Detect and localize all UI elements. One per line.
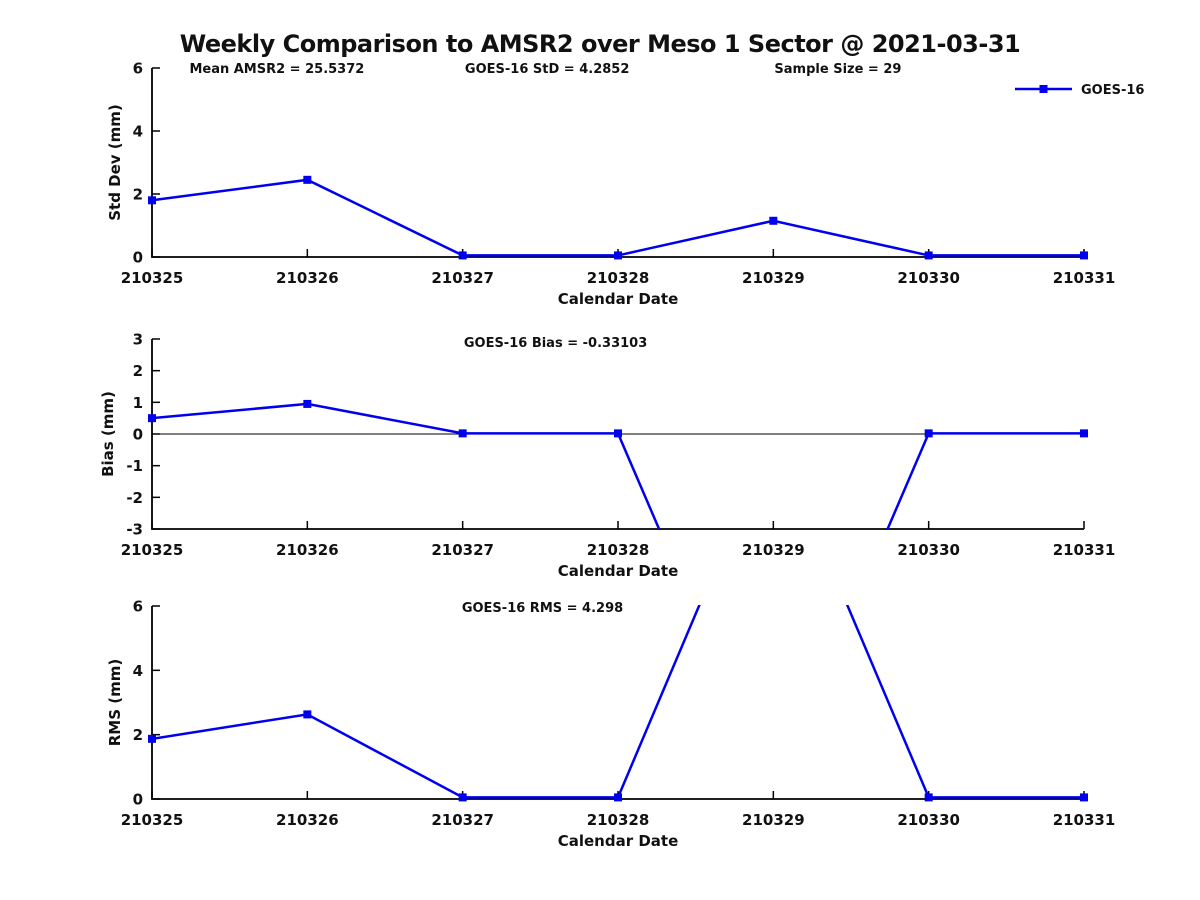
data-marker — [1080, 251, 1088, 260]
std-dev-chart: 0 2 4 6 210325 210326 210327 210328 210329 210330… — [106, 60, 1144, 309]
annotation-text: GOES-16 Bias = -0.33103 — [464, 336, 647, 351]
data-marker — [614, 793, 622, 802]
x-tick-label: 210329 — [742, 811, 805, 829]
y-tick-label: 3 — [133, 331, 143, 349]
x-tick-label: 210331 — [1053, 269, 1116, 287]
y-axis-label: Bias (mm) — [99, 391, 117, 477]
annotation-text: Mean AMSR2 = 25.5372 — [189, 62, 364, 77]
y-tick-label: 0 — [133, 791, 143, 809]
data-marker — [303, 399, 312, 408]
x-axis-label: Calendar Date — [558, 832, 679, 850]
y-tick-label: 0 — [133, 426, 143, 444]
y-tick-label: 4 — [133, 123, 143, 141]
rms-chart: 0 2 4 6 210325 210326 210327 210328 210329 210330… — [106, 598, 1116, 851]
x-tick-label: 210328 — [587, 541, 650, 559]
data-line — [152, 402, 1084, 530]
axis-lines — [151, 68, 1084, 258]
x-tick-label: 210327 — [431, 811, 494, 829]
bias-chart: -3 -2 -1 0 1 2 3 210325 210326 210327 210328 210329… — [99, 331, 1116, 581]
x-tick-label: 210330 — [897, 541, 960, 559]
x-tick-label: 210329 — [742, 269, 805, 287]
legend: GOES-16 — [1015, 83, 1144, 98]
data-marker — [1080, 429, 1088, 438]
y-tick-label: 0 — [133, 249, 143, 267]
x-tick-label: 210330 — [897, 269, 960, 287]
y-tick-label: -1 — [126, 457, 143, 475]
y-tick-label: -3 — [126, 521, 143, 539]
data-marker — [148, 414, 156, 423]
y-tick-label: -2 — [126, 489, 143, 507]
y-tick-label: 2 — [133, 726, 143, 744]
axis-lines — [151, 606, 1084, 800]
data-line — [152, 178, 1084, 257]
x-tick-label: 210331 — [1053, 811, 1116, 829]
x-tick-label: 210325 — [121, 811, 184, 829]
data-marker — [148, 196, 156, 205]
annotation-text: GOES-16 StD = 4.2852 — [465, 62, 629, 77]
x-tick-label: 210326 — [276, 811, 339, 829]
y-tick-label: 2 — [133, 186, 143, 204]
annotation-text: GOES-16 RMS = 4.298 — [462, 601, 623, 616]
y-axis-label: RMS (mm) — [106, 659, 124, 746]
y-tick-label: 6 — [133, 60, 143, 78]
legend-marker — [1039, 85, 1048, 93]
x-tick-label: 210325 — [121, 269, 184, 287]
x-tick-label: 210327 — [431, 269, 494, 287]
x-tick-label: 210330 — [897, 811, 960, 829]
data-marker — [769, 216, 778, 225]
data-marker — [614, 251, 622, 260]
x-tick-label: 210327 — [431, 541, 494, 559]
x-tick-label: 210326 — [276, 541, 339, 559]
annotation-text: Sample Size = 29 — [774, 62, 901, 77]
x-tick-label: 210328 — [587, 811, 650, 829]
data-marker — [458, 793, 467, 802]
legend-label: GOES-16 — [1081, 83, 1144, 98]
x-tick-label: 210326 — [276, 269, 339, 287]
x-tick-label: 210331 — [1053, 541, 1116, 559]
x-tick-label: 210329 — [742, 541, 805, 559]
data-marker — [614, 429, 622, 438]
y-tick-label: 6 — [133, 598, 143, 616]
figure-title: Weekly Comparison to AMSR2 over Meso 1 S… — [179, 30, 1021, 58]
y-axis-label: Std Dev (mm) — [106, 104, 124, 221]
data-marker — [303, 175, 312, 184]
data-marker — [148, 734, 156, 743]
data-marker — [924, 793, 933, 802]
data-marker — [924, 251, 933, 260]
y-tick-label: 4 — [133, 662, 143, 680]
x-tick-label: 210325 — [121, 541, 184, 559]
data-marker — [1080, 793, 1088, 802]
data-marker — [458, 429, 467, 438]
x-axis-label: Calendar Date — [558, 562, 679, 580]
y-tick-label: 2 — [133, 362, 143, 380]
data-marker — [924, 429, 933, 438]
x-axis-label: Calendar Date — [558, 290, 679, 308]
data-marker — [303, 710, 312, 719]
x-tick-label: 210328 — [587, 269, 650, 287]
data-marker — [458, 251, 467, 260]
y-tick-label: 1 — [133, 394, 143, 412]
